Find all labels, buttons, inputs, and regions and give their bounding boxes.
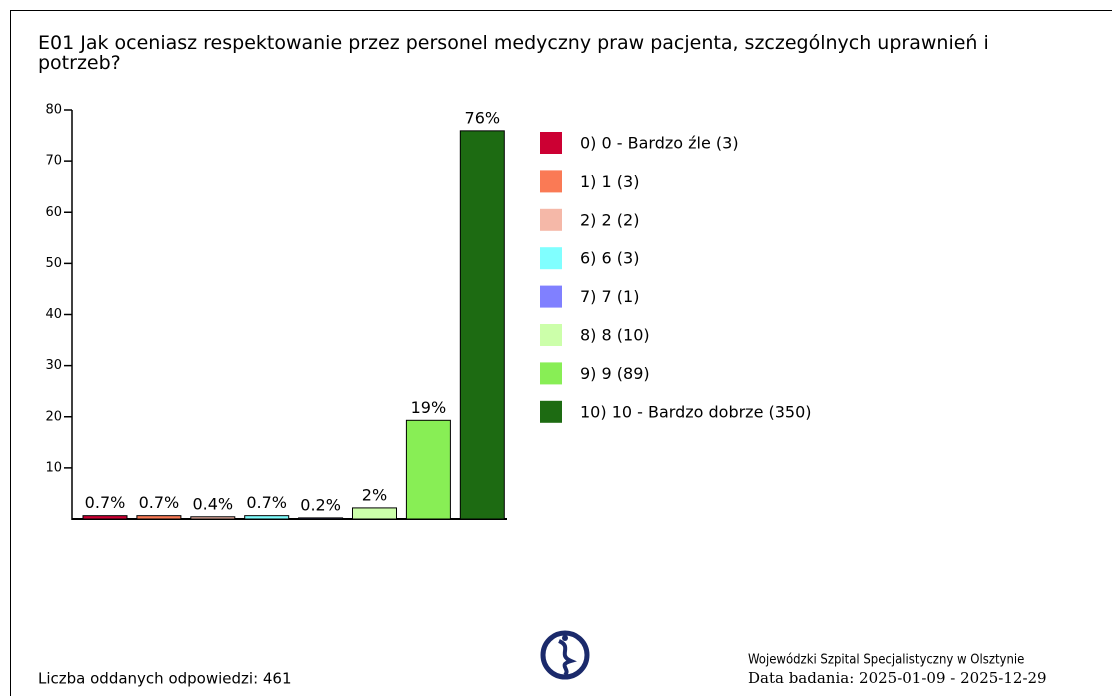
- legend-label: 2) 2 (2): [580, 210, 639, 229]
- chart-title: E01 Jak oceniasz respektowanie przez per…: [38, 32, 989, 74]
- legend-swatch: [540, 362, 562, 385]
- bar: [136, 515, 182, 520]
- value-label: 0.2%: [300, 495, 341, 514]
- bar: [405, 419, 451, 520]
- value-label: 0.7%: [85, 493, 126, 512]
- y-tick-label: 50: [45, 256, 62, 271]
- bar: [298, 517, 344, 520]
- legend-label: 9) 9 (89): [580, 364, 650, 383]
- hospital-name: Wojewódzki Szpital Specjalistyczny w Ols…: [748, 653, 1024, 668]
- bar: [459, 130, 505, 520]
- legend-swatch: [540, 400, 562, 423]
- bar: [82, 515, 128, 520]
- y-tick-label: 60: [45, 205, 62, 220]
- responses-count: Liczba oddanych odpowiedzi: 461: [38, 670, 292, 688]
- legend-label: 10) 10 - Bardzo dobrze (350): [580, 402, 812, 421]
- legend-swatch: [540, 170, 562, 193]
- value-label: 0.7%: [139, 493, 180, 512]
- value-label: 19%: [411, 398, 447, 417]
- y-tick-label: 20: [45, 409, 62, 424]
- value-label: 0.7%: [246, 493, 287, 512]
- legend-label: 6) 6 (3): [580, 249, 639, 268]
- legend-swatch: [540, 285, 562, 308]
- value-label: 2%: [362, 485, 387, 504]
- bar: [244, 515, 290, 520]
- legend-swatch: [540, 324, 562, 346]
- legend-swatch: [540, 208, 562, 231]
- bar: [190, 516, 236, 520]
- legend-label: 0) 0 - Bardzo źle (3): [580, 134, 739, 153]
- legend-swatch: [540, 132, 562, 154]
- bar: [352, 507, 397, 520]
- legend-swatch: [540, 247, 562, 270]
- value-label: 76%: [465, 108, 501, 127]
- y-tick-label: 80: [45, 103, 62, 118]
- frame: [10, 10, 1112, 696]
- y-tick-label: 10: [45, 460, 62, 475]
- value-label: 0.4%: [192, 494, 233, 513]
- y-tick-label: 30: [45, 358, 62, 373]
- legend-label: 1) 1 (3): [580, 172, 639, 191]
- legend-label: 7) 7 (1): [580, 287, 639, 306]
- y-tick-label: 70: [45, 154, 62, 169]
- logo: [540, 630, 590, 680]
- y-tick-label: 40: [45, 307, 62, 322]
- survey-dates: Data badania: 2025-01-09 - 2025-12-29: [748, 669, 1047, 687]
- legend-label: 8) 8 (10): [580, 326, 650, 345]
